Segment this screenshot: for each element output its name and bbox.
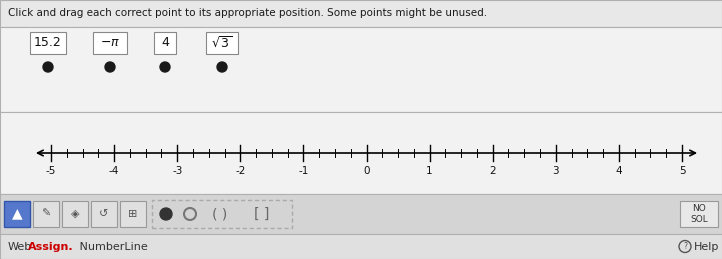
Text: -3: -3 <box>172 166 183 176</box>
Text: 3: 3 <box>552 166 559 176</box>
Bar <box>0 112 722 194</box>
Text: Assign.: Assign. <box>28 241 74 251</box>
Text: $\sqrt{3}$: $\sqrt{3}$ <box>212 35 232 51</box>
Text: [ ]: [ ] <box>254 207 270 221</box>
Bar <box>93 32 127 54</box>
Bar <box>680 201 718 227</box>
Bar <box>30 32 66 54</box>
Text: NO
SOL: NO SOL <box>690 204 708 224</box>
Text: 1: 1 <box>426 166 433 176</box>
Bar <box>0 27 722 112</box>
Text: Help: Help <box>694 241 719 251</box>
Bar <box>0 194 722 234</box>
Bar <box>0 0 722 27</box>
Bar <box>33 201 59 227</box>
Text: $-\pi$: $-\pi$ <box>100 37 120 49</box>
Text: ◈: ◈ <box>71 209 79 219</box>
Ellipse shape <box>217 62 227 72</box>
Text: 5: 5 <box>679 166 685 176</box>
Text: Click and drag each correct point to its appropriate position. Some points might: Click and drag each correct point to its… <box>8 9 487 18</box>
Bar <box>154 32 176 54</box>
Text: ( ): ( ) <box>212 207 227 221</box>
Text: 0: 0 <box>363 166 370 176</box>
Ellipse shape <box>43 62 53 72</box>
Text: -2: -2 <box>235 166 245 176</box>
Bar <box>206 32 238 54</box>
Bar <box>0 234 722 259</box>
Bar <box>152 200 292 228</box>
Text: ⊞: ⊞ <box>129 209 138 219</box>
Text: 4: 4 <box>161 37 169 49</box>
Bar <box>91 201 117 227</box>
Text: -1: -1 <box>298 166 308 176</box>
Bar <box>62 201 88 227</box>
Text: 4: 4 <box>616 166 622 176</box>
Text: ↺: ↺ <box>100 209 109 219</box>
Bar <box>120 201 146 227</box>
Bar <box>4 201 30 227</box>
Text: ▲: ▲ <box>12 206 22 220</box>
Text: NumberLine: NumberLine <box>76 241 148 251</box>
Ellipse shape <box>160 62 170 72</box>
Text: 2: 2 <box>490 166 496 176</box>
Text: -4: -4 <box>109 166 119 176</box>
Circle shape <box>160 208 172 220</box>
Ellipse shape <box>105 62 115 72</box>
Text: Web: Web <box>8 241 32 251</box>
Text: -5: -5 <box>45 166 56 176</box>
Text: 15.2: 15.2 <box>34 37 62 49</box>
Text: ?: ? <box>683 242 687 251</box>
Text: ✎: ✎ <box>41 209 51 219</box>
